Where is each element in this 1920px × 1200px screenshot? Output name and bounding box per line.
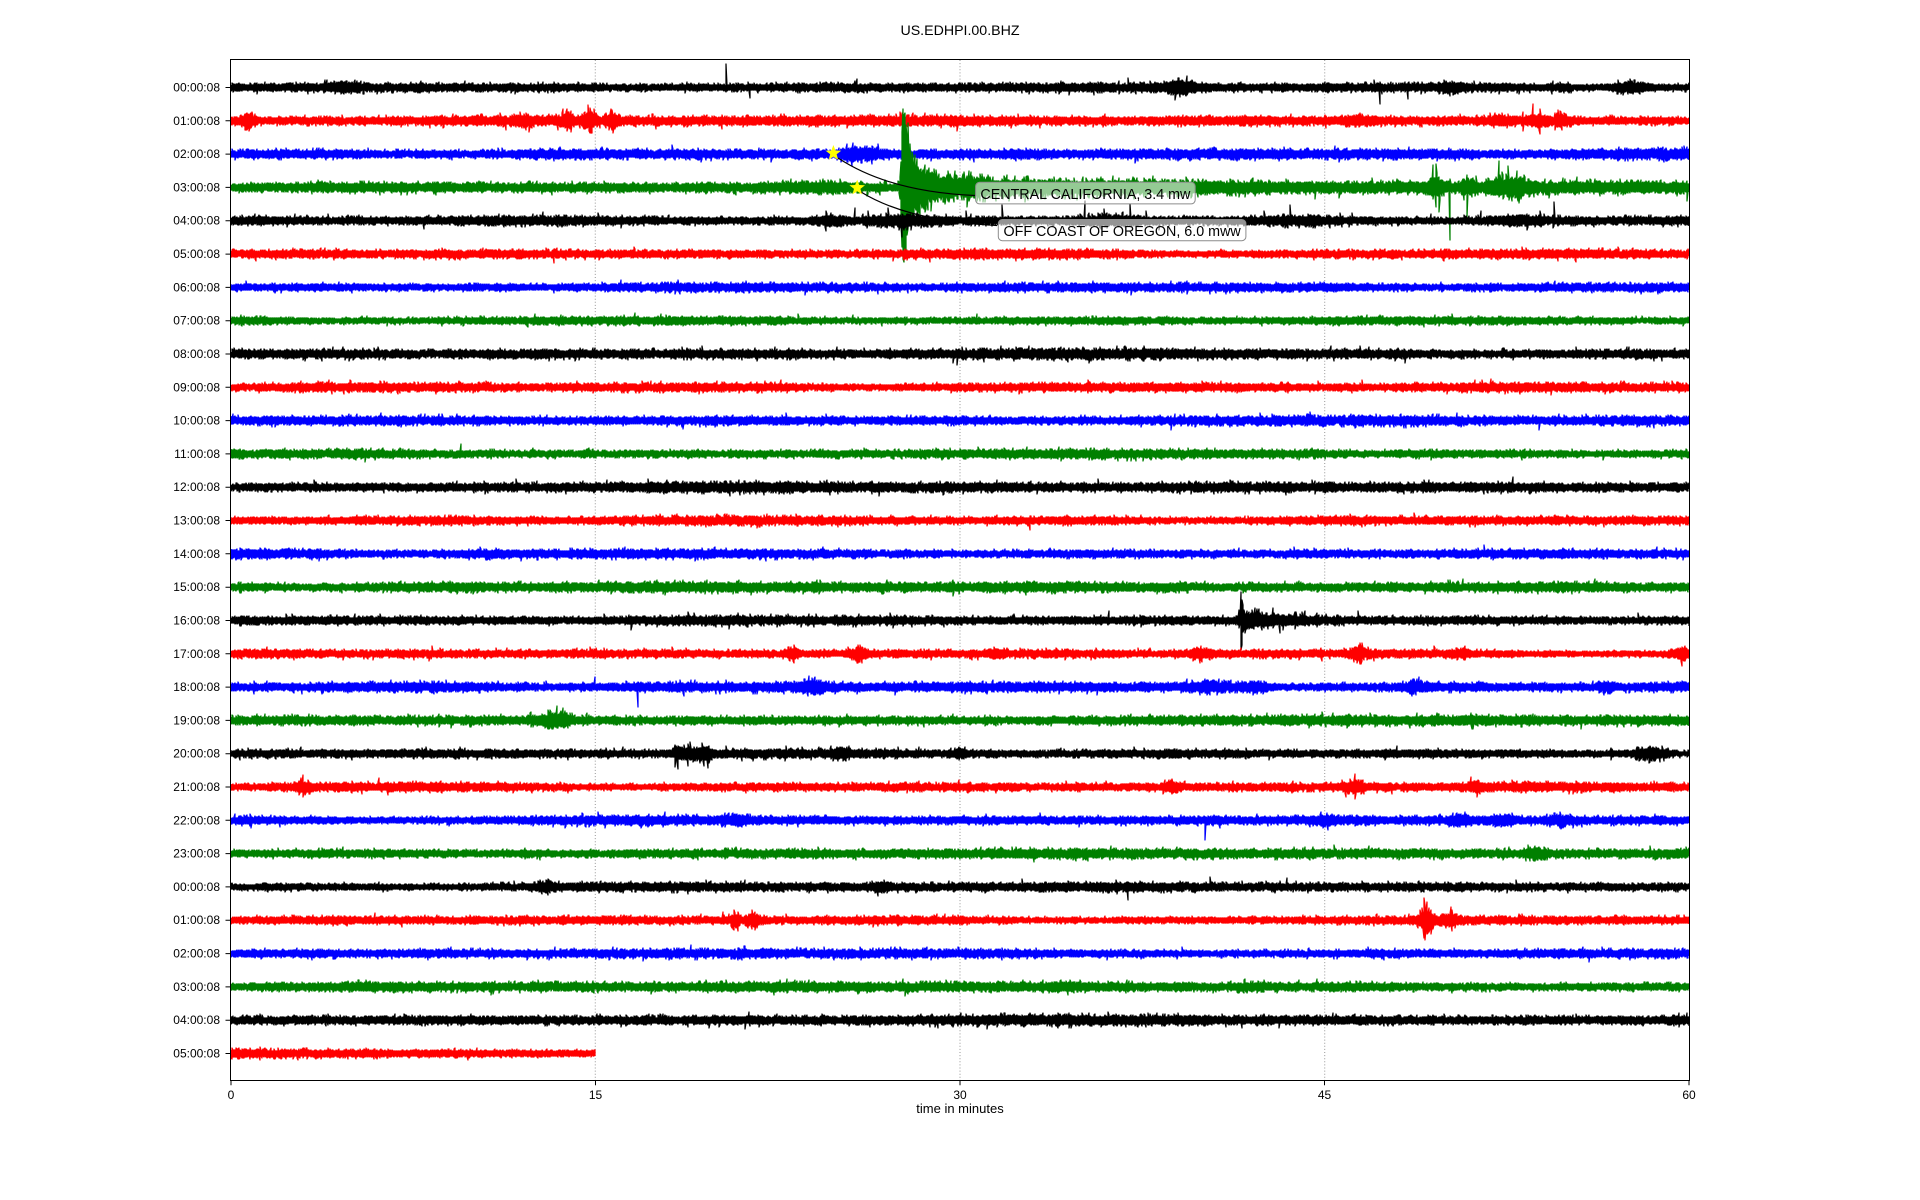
svg-text:21:00:08: 21:00:08 (173, 780, 220, 794)
svg-text:02:00:08: 02:00:08 (173, 947, 220, 961)
svg-text:01:00:08: 01:00:08 (173, 913, 220, 927)
svg-text:45: 45 (1318, 1088, 1332, 1102)
svg-text:05:00:08: 05:00:08 (173, 1047, 220, 1061)
svg-text:12:00:08: 12:00:08 (173, 480, 220, 494)
svg-text:22:00:08: 22:00:08 (173, 813, 220, 827)
svg-text:15: 15 (589, 1088, 603, 1102)
svg-text:time in minutes: time in minutes (916, 1101, 1004, 1116)
svg-text:13:00:08: 13:00:08 (173, 514, 220, 528)
svg-text:23:00:08: 23:00:08 (173, 847, 220, 861)
svg-text:16:00:08: 16:00:08 (173, 614, 220, 628)
svg-text:14:00:08: 14:00:08 (173, 547, 220, 561)
svg-text:04:00:08: 04:00:08 (173, 214, 220, 228)
svg-text:03:00:08: 03:00:08 (173, 980, 220, 994)
svg-text:10:00:08: 10:00:08 (173, 414, 220, 428)
svg-text:06:00:08: 06:00:08 (173, 280, 220, 294)
svg-text:08:00:08: 08:00:08 (173, 347, 220, 361)
svg-text:02:00:08: 02:00:08 (173, 147, 220, 161)
svg-text:30: 30 (953, 1088, 967, 1102)
svg-text:11:00:08: 11:00:08 (174, 447, 220, 461)
svg-text:01:00:08: 01:00:08 (173, 114, 220, 128)
svg-text:CENTRAL CALIFORNIA, 3.4 mw: CENTRAL CALIFORNIA, 3.4 mw (980, 187, 1191, 203)
svg-text:05:00:08: 05:00:08 (173, 247, 220, 261)
svg-text:60: 60 (1682, 1088, 1696, 1102)
svg-text:0: 0 (228, 1088, 235, 1102)
svg-text:20:00:08: 20:00:08 (173, 747, 220, 761)
svg-text:15:00:08: 15:00:08 (173, 580, 220, 594)
svg-text:09:00:08: 09:00:08 (173, 380, 220, 394)
svg-text:03:00:08: 03:00:08 (173, 180, 220, 194)
svg-text:19:00:08: 19:00:08 (173, 713, 220, 727)
svg-text:07:00:08: 07:00:08 (173, 314, 220, 328)
svg-text:00:00:08: 00:00:08 (173, 880, 220, 894)
svg-text:US.EDHPI.00.BHZ: US.EDHPI.00.BHZ (900, 23, 1019, 39)
svg-text:17:00:08: 17:00:08 (173, 647, 220, 661)
svg-text:00:00:08: 00:00:08 (173, 81, 220, 95)
svg-text:04:00:08: 04:00:08 (173, 1013, 220, 1027)
svg-text:OFF COAST OF OREGON, 6.0 mww: OFF COAST OF OREGON, 6.0 mww (1003, 224, 1241, 240)
svg-text:18:00:08: 18:00:08 (173, 680, 220, 694)
